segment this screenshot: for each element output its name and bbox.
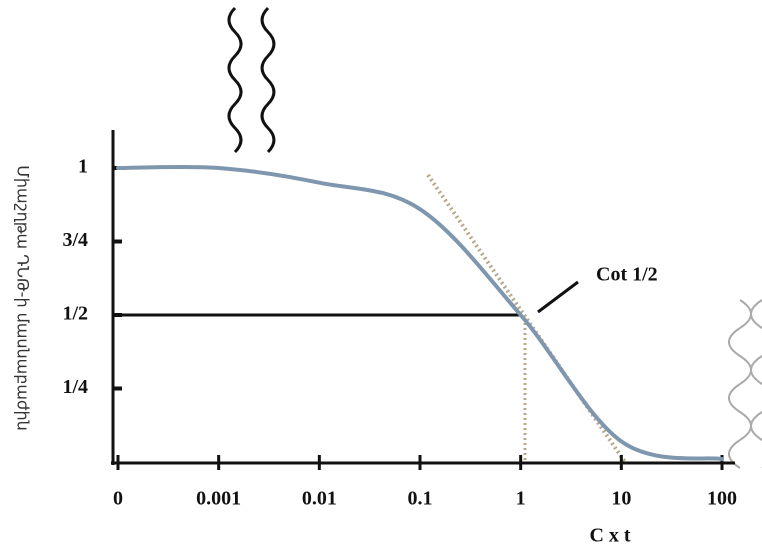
y-tick-label: 1 <box>78 156 88 178</box>
curve <box>116 164 724 462</box>
x-tick-label: 0 <box>113 488 123 510</box>
x-tick-label: 0.01 <box>302 488 337 510</box>
x-tick-label: 100 <box>707 488 737 510</box>
double-helix <box>750 299 762 468</box>
single-strand <box>227 6 243 154</box>
annotation-pointer <box>537 280 579 314</box>
y-tick-label: 1/2 <box>62 303 88 325</box>
double-helix <box>728 299 752 469</box>
x-tick-label: 10 <box>611 488 631 510</box>
y-axis-label: Միաշղթա ԴՆԹ-ի մասնաբաժին <box>14 165 33 431</box>
y-tick-label: 1/4 <box>62 376 88 398</box>
y-tick-label: 3/4 <box>62 229 88 251</box>
x-tick-label: 0.1 <box>408 488 433 510</box>
x-tick-label: 0.001 <box>196 488 241 510</box>
x-tick-label: 1 <box>516 488 526 510</box>
annotation: Cot 1/2 <box>596 264 658 286</box>
single-strand <box>260 6 276 154</box>
x-axis-label: C x t <box>589 525 630 547</box>
